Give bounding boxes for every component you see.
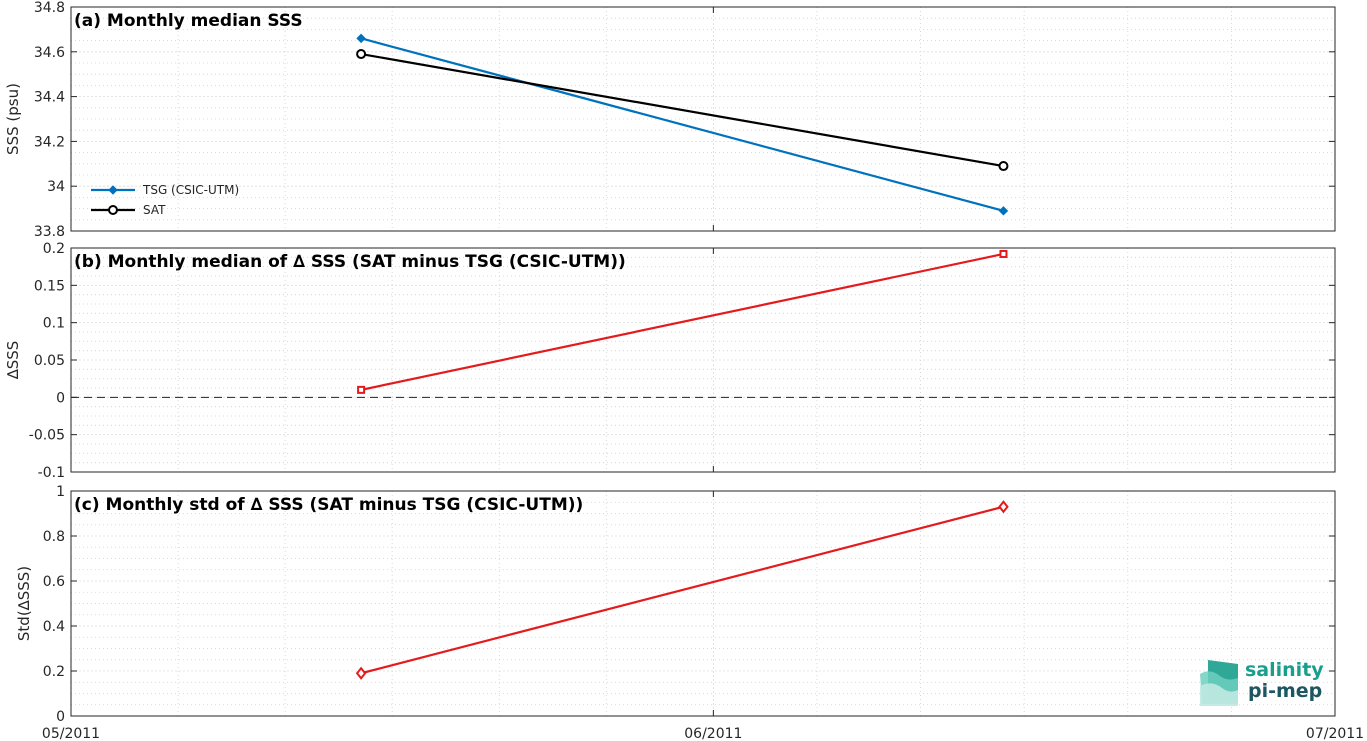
y-tick-label: 0.4 bbox=[43, 619, 65, 635]
axes-box bbox=[70, 6, 1336, 232]
panel-title: (c) Monthly std of ∆ SSS (SAT minus TSG … bbox=[74, 495, 583, 515]
y-tick-label: 33.8 bbox=[34, 224, 65, 240]
y-tick-label: 0 bbox=[56, 390, 65, 406]
series-line bbox=[360, 52, 1004, 168]
logo-line1: salinity bbox=[1245, 659, 1324, 681]
panel-title: (a) Monthly median SSS bbox=[74, 11, 303, 31]
data-point bbox=[998, 500, 1009, 514]
data-point bbox=[998, 206, 1009, 216]
y-tick-label: 34 bbox=[47, 179, 65, 195]
series-line bbox=[360, 37, 1004, 212]
series-line bbox=[360, 252, 1004, 391]
x-tick-label: 06/2011 bbox=[684, 726, 742, 741]
panel-a: 33.8 34 34.2 34.4 34.6 34.8 SSS (psu) (a) Month… bbox=[4, 0, 1336, 240]
y-tick-label: 1 bbox=[56, 484, 65, 500]
y-tick-label: 34.2 bbox=[34, 134, 65, 150]
data-point bbox=[356, 49, 367, 60]
legend-marker bbox=[108, 185, 118, 195]
legend-label: TSG (CSIC-UTM) bbox=[142, 183, 239, 197]
salinity-pi-mep-logo: salinity pi-mep bbox=[1200, 659, 1324, 706]
legend-label: SAT bbox=[143, 203, 166, 217]
panel-c: 0 0.2 0.4 0.6 0.8 1 Std(∆SSS) (c) Monthly std o… bbox=[15, 484, 1336, 725]
y-tick-label: 0.6 bbox=[43, 574, 65, 590]
logo-mark-icon bbox=[1200, 660, 1238, 706]
y-tick-label: 34.8 bbox=[34, 0, 65, 16]
y-tick-label: -0.05 bbox=[29, 428, 65, 444]
data-point bbox=[357, 385, 366, 394]
y-tick-label: -0.1 bbox=[38, 465, 65, 481]
x-tick-label: 07/2011 bbox=[1306, 726, 1364, 741]
x-tick-label: 05/2011 bbox=[42, 726, 100, 741]
y-tick-label: 0.2 bbox=[43, 241, 65, 257]
data-point bbox=[998, 161, 1009, 172]
y-axis-label: Std(∆SSS) bbox=[15, 566, 33, 641]
legend-marker bbox=[108, 205, 118, 215]
data-point bbox=[999, 249, 1008, 258]
y-axis-label: ∆SSS bbox=[4, 341, 22, 381]
y-tick-label: 0 bbox=[56, 709, 65, 725]
data-point bbox=[355, 666, 367, 680]
y-tick-label: 0.15 bbox=[34, 278, 65, 294]
y-tick-label: 0.05 bbox=[34, 353, 65, 369]
data-point bbox=[356, 33, 366, 44]
axes-box bbox=[70, 490, 1336, 717]
y-tick-label: 0.1 bbox=[43, 316, 65, 332]
y-tick-label: 0.2 bbox=[43, 664, 65, 680]
y-tick-label: 0.8 bbox=[43, 529, 65, 545]
y-tick-label: 34.6 bbox=[34, 45, 65, 61]
y-tick-label: 34.4 bbox=[34, 90, 65, 106]
panel-title: (b) Monthly median of ∆ SSS (SAT minus T… bbox=[74, 252, 626, 272]
logo-line2: pi-mep bbox=[1248, 680, 1322, 702]
x-axis: 05/2011 06/2011 07/2011 bbox=[42, 726, 1364, 741]
panel-b: -0.1 -0.05 0 0.05 0.1 0.15 0.2 ∆SSS (b) Monthly … bbox=[4, 241, 1336, 481]
y-axis-label: SSS (psu) bbox=[4, 83, 22, 155]
series-line bbox=[360, 505, 1004, 675]
